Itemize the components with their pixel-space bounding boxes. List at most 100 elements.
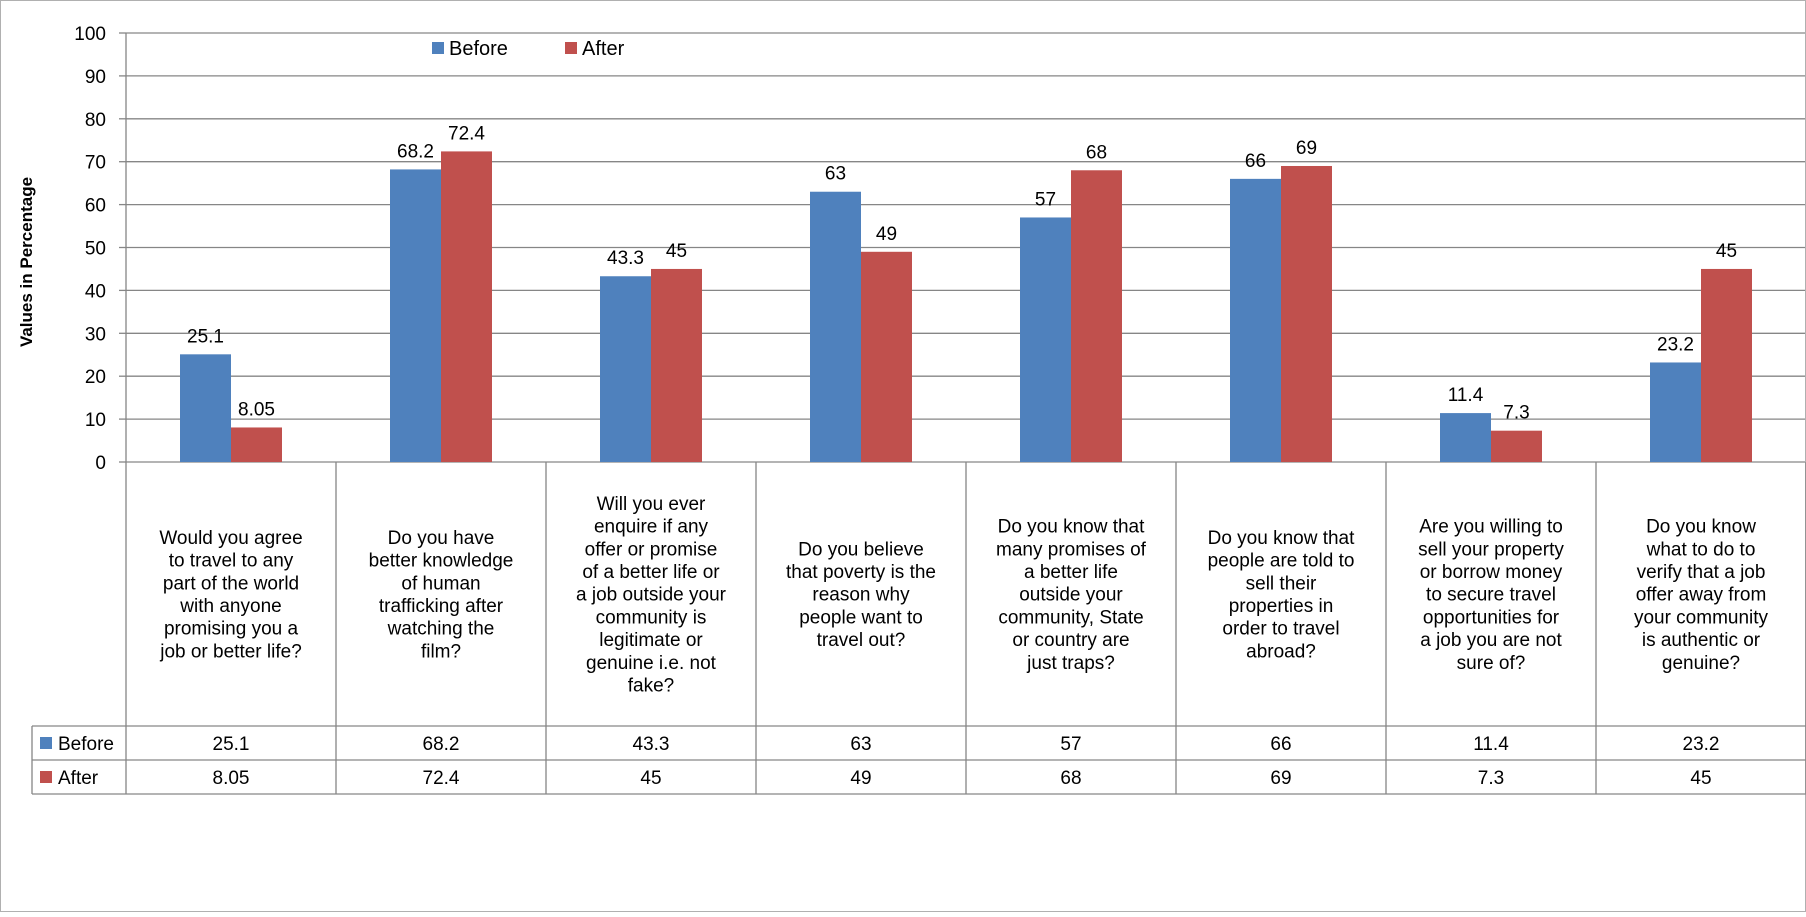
- category-label-line: your community: [1634, 607, 1769, 628]
- category-label-line: of human: [401, 573, 480, 594]
- table-cell: 63: [850, 734, 871, 755]
- data-label: 63: [825, 164, 846, 185]
- category-label-line: reason why: [812, 585, 910, 606]
- category-label-line: community is: [596, 607, 707, 628]
- data-label: 45: [1716, 241, 1737, 262]
- table-cell: 45: [1690, 768, 1711, 789]
- bar-before: [180, 354, 231, 462]
- data-label: 69: [1296, 138, 1317, 159]
- legend-key-after: [565, 42, 577, 54]
- table-cell: 7.3: [1478, 768, 1504, 789]
- y-tick-label: 90: [85, 67, 106, 88]
- table-cell: 57: [1060, 734, 1081, 755]
- bar-before: [1020, 217, 1071, 462]
- category-label-line: a job you are not: [1420, 630, 1562, 651]
- category-label-line: offer away from: [1636, 585, 1767, 606]
- table-cell: 25.1: [213, 734, 250, 755]
- table-cell: 23.2: [1683, 734, 1720, 755]
- category-label-line: trafficking after: [379, 596, 504, 617]
- category-label-line: part of the world: [163, 573, 299, 594]
- category-label-line: or borrow money: [1420, 562, 1563, 583]
- category-label-line: enquire if any: [594, 517, 709, 538]
- y-tick-label: 80: [85, 110, 106, 131]
- legend: Before After: [432, 38, 625, 60]
- category-label-line: Will you ever: [597, 494, 706, 515]
- table-key-before: [40, 737, 52, 749]
- y-axis-title: Values in Percentage: [17, 177, 36, 347]
- category-label-line: people want to: [799, 607, 923, 628]
- table-key-after: [40, 771, 52, 783]
- bar-after: [1491, 430, 1542, 462]
- category-label-line: that poverty is the: [786, 562, 936, 583]
- category-label-line: job or better life?: [159, 641, 302, 662]
- category-label-line: Do you know: [1646, 517, 1756, 538]
- data-label: 7.3: [1503, 403, 1529, 424]
- bar-before: [1440, 413, 1491, 462]
- data-label: 45: [666, 241, 687, 262]
- y-tick-label: 70: [85, 153, 106, 174]
- category-label-line: to travel to any: [169, 551, 294, 572]
- category-label-line: sure of?: [1457, 653, 1526, 674]
- data-label: 57: [1035, 189, 1056, 210]
- bar-after: [1281, 165, 1332, 463]
- category-label-line: many promises of: [996, 539, 1147, 560]
- table-cell: 69: [1270, 768, 1291, 789]
- table-cell: 66: [1270, 734, 1291, 755]
- category-label-line: better knowledge: [369, 551, 514, 572]
- category-label-line: Are you willing to: [1419, 517, 1563, 538]
- y-tick-label: 100: [74, 24, 106, 45]
- category-label-line: to secure travel: [1426, 585, 1556, 606]
- data-label: 49: [876, 224, 897, 245]
- category-label: Would you agree to travel to any part of t…: [159, 528, 302, 663]
- bar-before: [810, 191, 861, 463]
- bar-after: [231, 427, 282, 462]
- category-label-line: is authentic or: [1642, 630, 1761, 651]
- table-cell: 72.4: [423, 768, 460, 789]
- category-label-line: Do you have: [388, 528, 495, 549]
- y-tick-label: 60: [85, 196, 106, 217]
- category-label-line: fake?: [628, 675, 674, 696]
- category-label-line: community, State: [998, 607, 1143, 628]
- table-series-name: After: [58, 768, 99, 789]
- category-label: Do you believe that poverty is the reason …: [786, 539, 936, 651]
- category-label-line: travel out?: [817, 630, 906, 651]
- category-label-line: a job outside your: [576, 585, 727, 606]
- category-label-line: outside your: [1019, 585, 1123, 606]
- category-label-line: promising you a: [164, 619, 299, 640]
- data-label: 66: [1245, 151, 1266, 172]
- y-tick-label: 50: [85, 239, 106, 260]
- category-label-line: properties in: [1229, 596, 1334, 617]
- category-label-line: verify that a job: [1637, 562, 1766, 583]
- category-label-line: offer or promise: [585, 539, 718, 560]
- category-label-line: Would you agree: [159, 528, 302, 549]
- table-cell: 45: [640, 768, 661, 789]
- y-tick-label: 20: [85, 367, 106, 388]
- table-series-name: Before: [58, 734, 114, 755]
- category-label-line: sell their: [1246, 573, 1317, 594]
- legend-key-before: [432, 42, 444, 54]
- category-label-line: of a better life or: [582, 562, 720, 583]
- bar-before: [390, 169, 441, 462]
- category-label: Do you have better knowledge of human traff…: [369, 528, 514, 663]
- bar-after: [861, 251, 912, 462]
- category-label-line: watching the: [387, 619, 495, 640]
- category-label-line: genuine i.e. not: [586, 653, 717, 674]
- data-labels: 25.1 68.2 43.3 63 57 66 11.4 23.2 8.05 72.4 45 49 68…: [187, 123, 1737, 423]
- data-label: 68.2: [397, 141, 434, 162]
- category-label: Are you willing to sell your property or b…: [1418, 517, 1564, 674]
- table-cell: 11.4: [1473, 734, 1509, 755]
- category-label-line: a better life: [1024, 562, 1118, 583]
- bars: [180, 151, 1752, 463]
- category-label-line: with anyone: [179, 596, 281, 617]
- bar-after: [441, 151, 492, 463]
- bar-before: [1230, 178, 1281, 463]
- category-label-line: order to travel: [1222, 619, 1339, 640]
- data-label: 8.05: [238, 399, 275, 420]
- y-tick-label: 30: [85, 324, 106, 345]
- category-label-line: abroad?: [1246, 641, 1316, 662]
- bar-after: [1071, 170, 1122, 462]
- legend-label: Before: [449, 38, 508, 60]
- y-tick-label: 40: [85, 281, 106, 302]
